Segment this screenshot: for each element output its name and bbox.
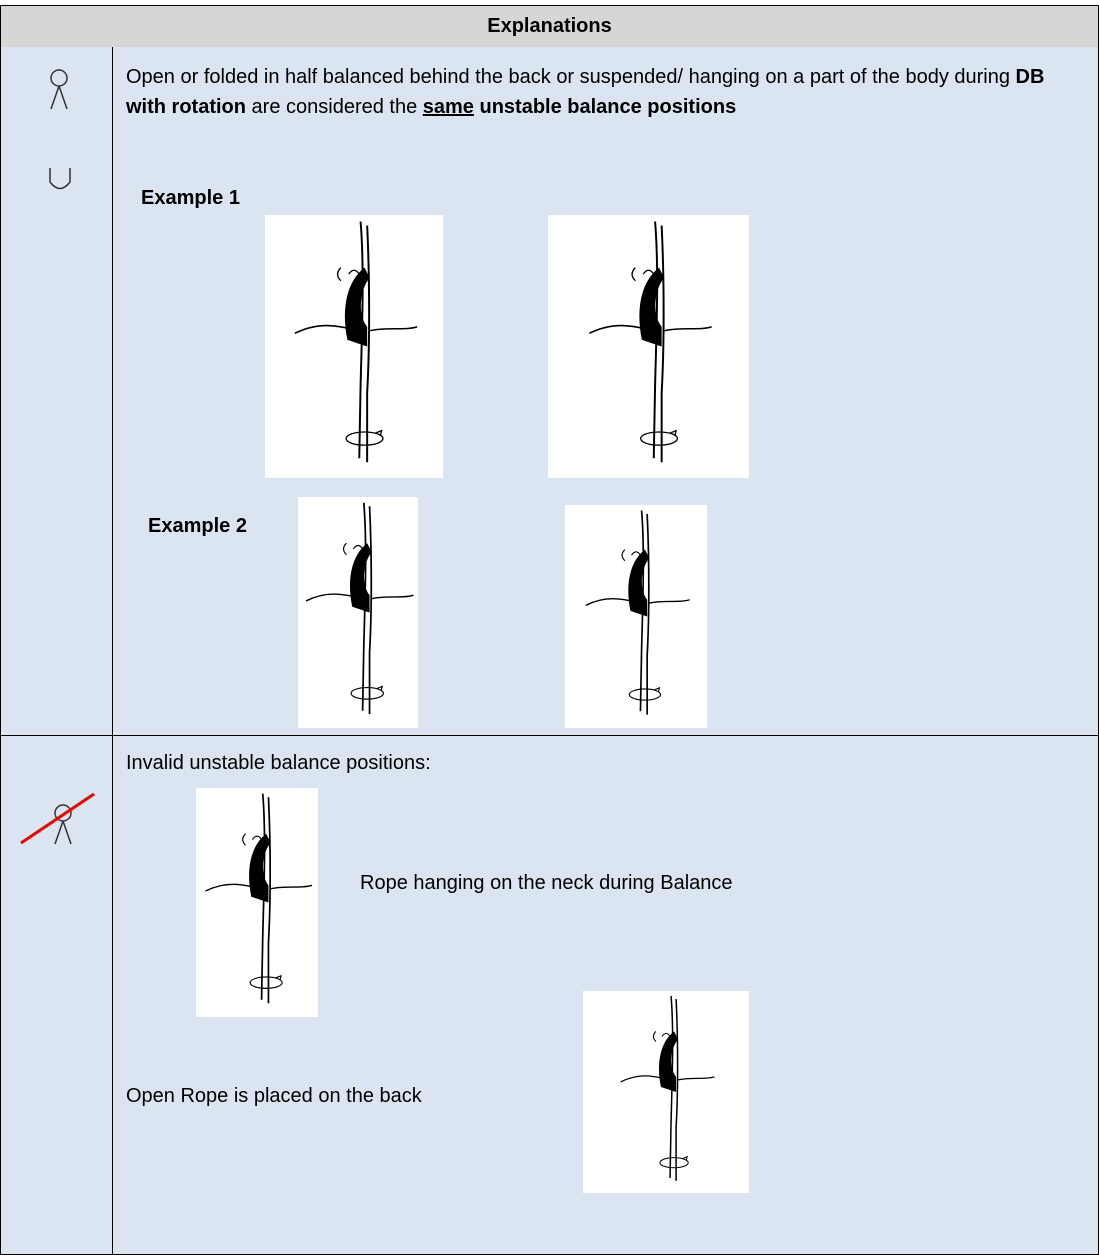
caption: Rope hanging on the neck during Balance: [360, 872, 733, 894]
underlined-text: same: [422, 96, 474, 118]
illustration: [265, 215, 443, 478]
drawing: [298, 497, 418, 728]
illustration: [196, 788, 318, 1017]
icon-cell: [0, 735, 113, 1255]
illustration: [565, 505, 707, 728]
intro-text: Invalid unstable balance positions:: [126, 752, 431, 774]
drawing: [548, 215, 749, 478]
text: are considered the: [245, 96, 423, 118]
bold-text: DB with rotation: [126, 66, 1045, 118]
caption: Open Rope is placed on the back: [126, 1085, 422, 1107]
drawing: [583, 991, 749, 1193]
illustration: [548, 215, 749, 478]
paragraph: Open or folded in half balanced behind t…: [126, 62, 1088, 122]
example-label: Example 2: [148, 515, 247, 537]
illustration: [298, 497, 418, 728]
drawing: [265, 215, 443, 478]
text: Open or folded in half balanced behind t…: [126, 66, 1016, 88]
bold-text: unstable balance positions: [473, 96, 737, 118]
illustration: [583, 991, 749, 1193]
icon-cell: [0, 47, 113, 736]
header-title: Explanations: [487, 15, 612, 37]
example-label: Example 1: [141, 187, 240, 209]
invalid-icon: [20, 792, 95, 845]
drawing: [565, 505, 707, 728]
table-header: Explanations: [0, 5, 1099, 48]
symbol-icons: [49, 69, 71, 190]
drawing: [196, 788, 318, 1017]
